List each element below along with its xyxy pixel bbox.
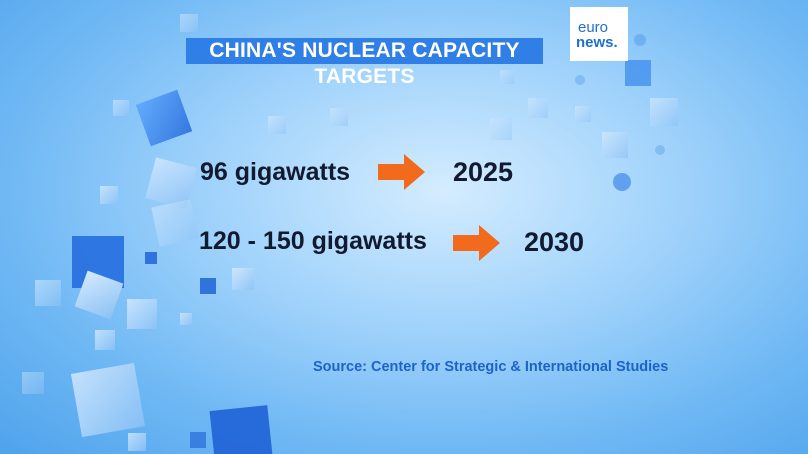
right-arrow-icon bbox=[453, 225, 500, 261]
euronews-logo: euro news. bbox=[570, 7, 628, 61]
right-arrow-icon bbox=[378, 154, 425, 190]
capacity-2030: 120 - 150 gigawatts bbox=[199, 227, 427, 255]
year-2025: 2025 bbox=[453, 157, 514, 187]
logo-line-2: news. bbox=[576, 34, 618, 51]
source-caption: Source: Center for Strategic & Internati… bbox=[313, 359, 669, 375]
capacity-2025: 96 gigawatts bbox=[200, 158, 351, 186]
year-2030: 2030 bbox=[524, 227, 585, 257]
page-title: CHINA'S NUCLEAR CAPACITY TARGETS bbox=[186, 38, 543, 88]
logo-line-1: euro bbox=[578, 19, 609, 36]
